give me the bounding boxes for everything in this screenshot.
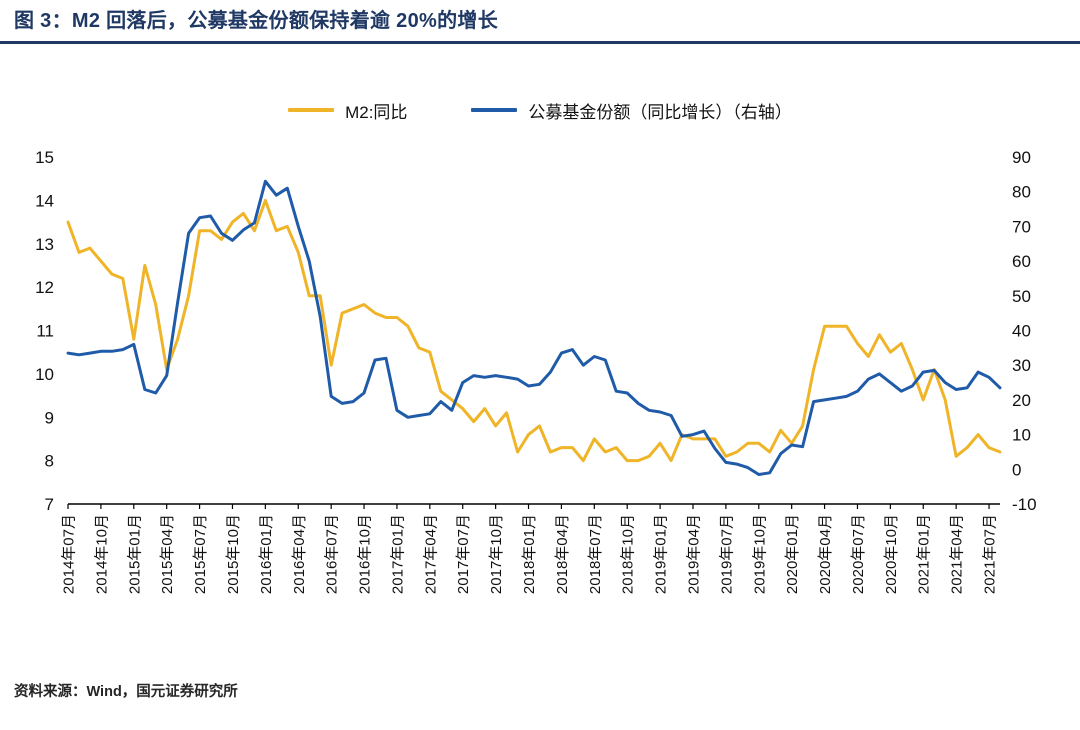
right-axis-tick-label: 90 (1012, 148, 1031, 167)
x-axis-tick-label: 2017年04月 (422, 514, 439, 594)
x-axis-tick-label: 2021年07月 (982, 514, 999, 594)
x-axis-tick-label: 2015年01月 (126, 514, 143, 594)
left-axis-tick-label: 14 (35, 191, 54, 210)
left-axis-tick-label: 8 (45, 452, 54, 471)
right-axis-tick-label: 70 (1012, 217, 1031, 236)
legend-item-m2: M2:同比 (288, 98, 407, 123)
x-axis-tick-label: 2014年07月 (61, 514, 78, 594)
x-axis-tick-label: 2017年07月 (455, 514, 472, 594)
x-axis-tick-label: 2021年01月 (916, 514, 933, 594)
right-axis-tick-label: 30 (1012, 356, 1031, 375)
x-axis-tick-label: 2016年07月 (324, 514, 341, 594)
x-axis-tick-label: 2019年10月 (751, 514, 768, 594)
left-axis-tick-label: 7 (45, 495, 54, 514)
chart-footer: 资料来源：Wind，国元证券研究所 (0, 680, 1080, 701)
x-axis-tick-label: 2015年04月 (159, 514, 176, 594)
title-divider (0, 41, 1080, 44)
right-axis-tick-label: 0 (1012, 460, 1021, 479)
fund-series-line (66, 179, 1002, 476)
x-axis-tick-label: 2019年04月 (685, 514, 702, 594)
x-axis-tick-label: 2018年07月 (587, 514, 604, 594)
m2-series-line (66, 198, 1002, 463)
x-axis-tick-label: 2017年01月 (389, 514, 406, 594)
x-axis-tick-label: 2020年07月 (850, 514, 867, 594)
legend-label-m2: M2:同比 (345, 102, 408, 122)
left-axis-tick-label: 13 (35, 235, 54, 254)
left-axis-tick-label: 12 (35, 278, 54, 297)
right-axis-tick-label: 10 (1012, 426, 1031, 445)
x-axis-tick-label: 2017年10月 (488, 514, 505, 594)
x-axis-tick-label: 2020年10月 (883, 514, 900, 594)
dual-axis-line-chart: 7 8 9 10 11 12 13 14 15 -10 0 10 20 30 40 50 60 70 80 90 201… (35, 148, 1037, 594)
right-axis-tick-label: 20 (1012, 391, 1031, 410)
right-axis-tick-label: 80 (1012, 183, 1031, 202)
chart-header: 图 3：M2 回落后，公募基金份额保持着逾 20%的增长 (0, 0, 1080, 33)
x-axis-tick-label: 2015年07月 (192, 514, 209, 594)
legend-item-fund: 公募基金份额（同比增长）（右轴） (471, 98, 792, 123)
right-axis-tick-label: -10 (1012, 495, 1037, 514)
fund-line-swatch-icon (471, 108, 518, 112)
x-axis-tick-label: 2020年04月 (817, 514, 834, 594)
left-axis-tick-label: 11 (36, 322, 54, 341)
m2-line-swatch-icon (288, 108, 335, 112)
legend-label-fund: 公募基金份额（同比增长）（右轴） (528, 102, 792, 122)
x-axis-tick-label: 2019年07月 (718, 514, 735, 594)
x-axis-tick-label: 2016年04月 (291, 514, 308, 594)
x-axis-tick-label: 2018年04月 (554, 514, 571, 594)
x-axis-tick-label: 2016年10月 (357, 514, 374, 594)
x-axis-tick-label: 2016年01月 (258, 514, 275, 594)
source-note: 资料来源：Wind，国元证券研究所 (14, 684, 238, 700)
x-axis-tick-label: 2019年01月 (653, 514, 670, 594)
x-axis-tick-label: 2018年01月 (521, 514, 538, 594)
x-axis-tick-label: 2021年04月 (949, 514, 966, 594)
left-axis-tick-label: 10 (35, 365, 54, 384)
x-axis-tick-label: 2015年10月 (225, 514, 242, 594)
right-axis-tick-label: 40 (1012, 322, 1031, 341)
x-axis-tick-label: 2014年10月 (93, 514, 110, 594)
left-axis-tick-label: 15 (35, 148, 54, 167)
left-axis-tick-label: 9 (45, 408, 54, 427)
chart-legend: M2:同比 公募基金份额（同比增长）（右轴） (0, 98, 1080, 122)
x-axis-tick-label: 2020年01月 (784, 514, 801, 594)
page-title: 图 3：M2 回落后，公募基金份额保持着逾 20%的增长 (14, 10, 499, 32)
right-axis-tick-label: 50 (1012, 287, 1031, 306)
right-axis-tick-label: 60 (1012, 252, 1031, 271)
x-axis-tick-label: 2018年10月 (620, 514, 637, 594)
